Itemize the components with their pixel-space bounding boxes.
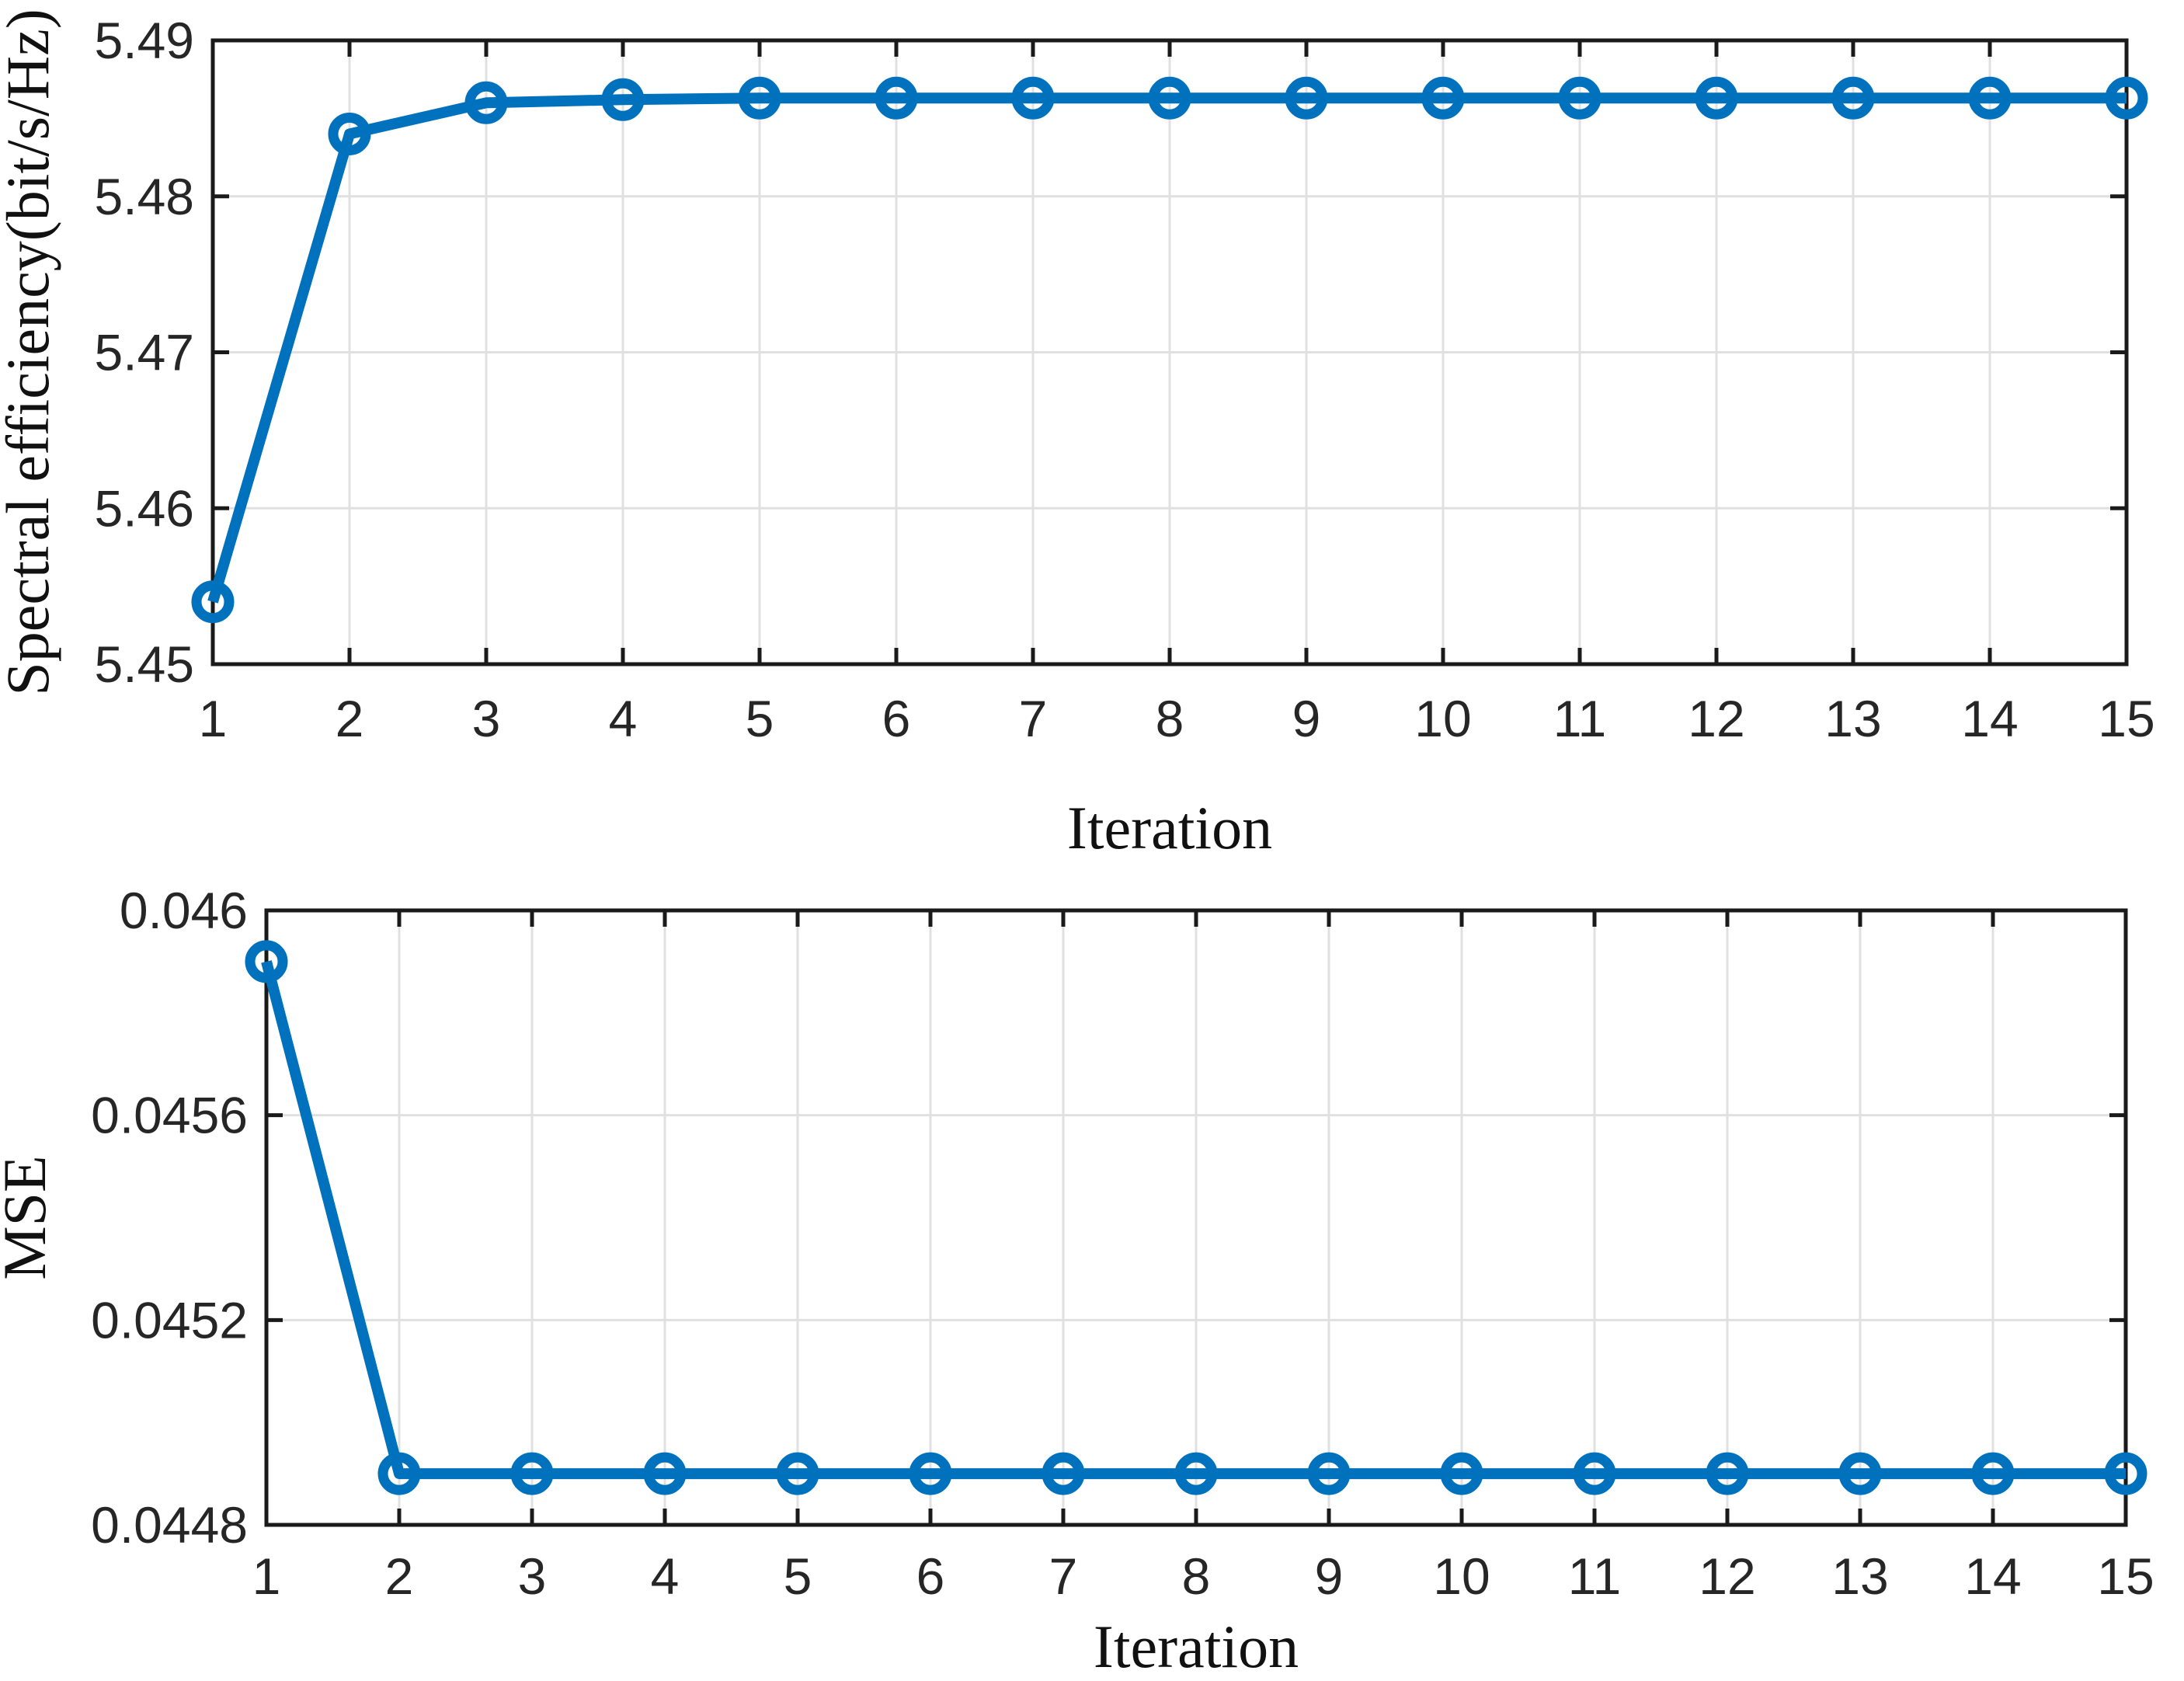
x-tick-label: 5 [746,690,774,747]
y-tick-label: 5.47 [95,324,194,381]
y-tick-label: 5.46 [95,479,194,537]
x-tick-label: 11 [1568,1547,1622,1605]
data-point-marker [377,1452,421,1495]
data-point-marker [1011,76,1055,120]
y-tick-label: 5.48 [95,168,194,225]
x-tick-label: 14 [1961,690,2018,747]
x-tick-label: 13 [1824,690,1881,747]
data-point-marker [1174,1452,1218,1495]
data-point-marker [191,580,235,624]
data-point-marker [1706,1452,1749,1495]
x-tick-label: 13 [1831,1547,1888,1605]
x-tick-label: 9 [1315,1547,1344,1605]
data-point-marker [1148,76,1191,120]
data-point-marker [1695,76,1738,120]
x-tick-label: 12 [1699,1547,1755,1605]
y-axis-label: MSE [0,1155,58,1279]
data-point-marker [1968,76,2012,120]
x-tick-label: 7 [1049,1547,1078,1605]
data-point-marker [1558,76,1601,120]
x-tick-label: 11 [1553,690,1607,747]
y-axis-label: Spectral efficiency(bit/s/Hz) [0,9,61,695]
data-point-marker [328,112,371,155]
data-point-marker [1307,1452,1351,1495]
data-line [207,92,2127,604]
data-point-marker [738,76,781,120]
data-point-marker [510,1452,554,1495]
x-tick-label: 2 [336,690,364,747]
data-point-marker [601,78,645,121]
x-tick-label: 9 [1292,690,1321,747]
x-axis-label: Iteration [1067,794,1272,861]
x-tick-label: 1 [252,1547,281,1605]
x-tick-label: 8 [1182,1547,1211,1605]
x-tick-label: 15 [2097,1547,2154,1605]
x-tick-label: 12 [1688,690,1744,747]
x-tick-label: 3 [518,1547,547,1605]
x-tick-label: 10 [1433,1547,1490,1605]
data-point-marker [1421,76,1465,120]
data-point-marker [464,81,508,124]
x-tick-label: 6 [882,690,911,747]
data-point-marker [1838,1452,1882,1495]
data-point-marker [1440,1452,1483,1495]
data-point-marker [1573,1452,1616,1495]
y-tick-label: 5.49 [95,12,194,69]
data-point-marker [1831,76,1875,120]
x-tick-label: 14 [1964,1547,2021,1605]
y-tick-label: 0.046 [120,882,248,939]
x-tick-label: 7 [1019,690,1048,747]
x-tick-label: 4 [651,1547,680,1605]
x-tick-label: 2 [385,1547,414,1605]
data-point-marker [2105,76,2148,120]
data-line [261,960,2126,1480]
x-axis-label: Iteration [1094,1613,1299,1680]
x-tick-label: 4 [609,690,638,747]
x-tick-label: 1 [199,690,228,747]
x-tick-label: 15 [2098,690,2154,747]
y-tick-label: 0.0456 [91,1087,248,1144]
x-tick-label: 10 [1414,690,1471,747]
data-point-marker [909,1452,952,1495]
x-tick-label: 5 [784,1547,812,1605]
chart-1: 1 2 3 4 5 6 7 8 9 10 11 12 13 14 155.455.465.475.485.4… [0,9,2155,861]
x-tick-label: 3 [472,690,501,747]
x-tick-label: 8 [1156,690,1184,747]
data-point-marker [1042,1452,1085,1495]
data-point-marker [245,940,288,983]
chart-2: 1 2 3 4 5 6 7 8 9 10 11 12 13 14 150.04480.04520.04560… [0,882,2154,1680]
y-tick-label: 5.45 [95,635,194,693]
x-tick-label: 6 [916,1547,945,1605]
y-tick-label: 0.0452 [91,1291,248,1349]
data-point-marker [2104,1452,2147,1495]
data-point-marker [1971,1452,2015,1495]
data-point-marker [1285,76,1328,120]
data-point-marker [643,1452,687,1495]
data-point-marker [776,1452,819,1495]
y-tick-label: 0.0448 [91,1496,248,1554]
data-point-marker [875,76,918,120]
